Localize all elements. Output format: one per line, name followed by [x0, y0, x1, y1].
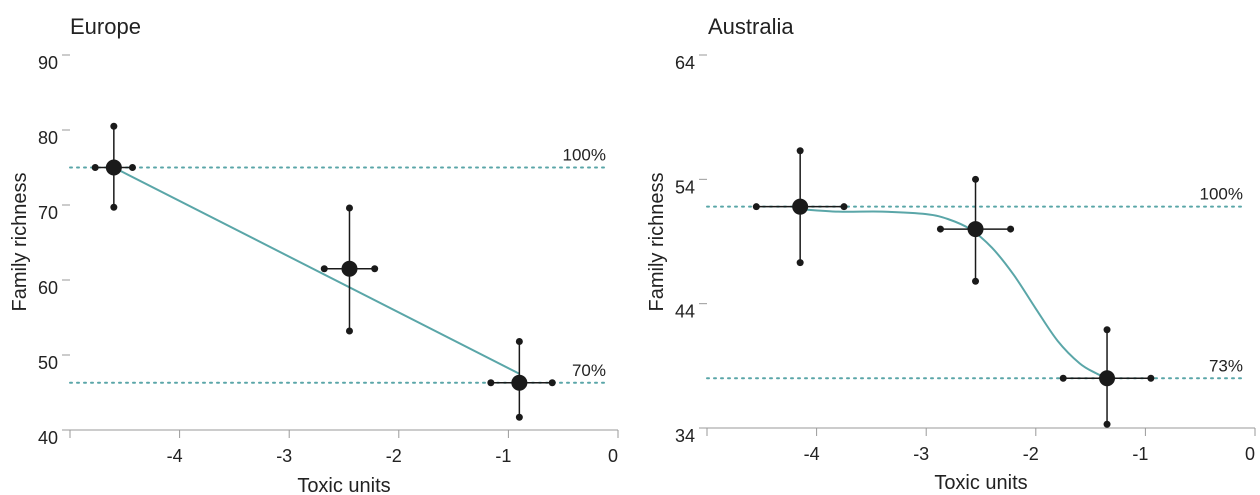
x-tick-label: -3 — [913, 444, 929, 464]
y-axis-label: Family richness — [9, 173, 31, 312]
y-axis-label: Family richness — [646, 173, 668, 312]
error-bar-end — [840, 203, 848, 211]
reference-line-label: 73% — [1209, 356, 1243, 375]
data-point — [105, 159, 122, 176]
y-tick-label: 90 — [38, 53, 58, 73]
error-bar-end — [1147, 374, 1155, 382]
data-point — [511, 374, 528, 391]
x-tick-label: -1 — [1132, 444, 1148, 464]
error-bar-end — [110, 122, 118, 130]
error-bar-end — [548, 379, 556, 387]
reference-line-label: 70% — [572, 361, 606, 380]
data-point — [967, 221, 984, 238]
reference-line-label: 100% — [1200, 185, 1243, 204]
error-bar-end — [1103, 326, 1111, 334]
error-bar-end — [320, 265, 328, 273]
chart-title: Australia — [708, 14, 794, 39]
error-bar-end — [515, 338, 523, 345]
error-bar-end — [1007, 225, 1015, 233]
error-bar-end — [972, 277, 980, 285]
x-tick-label: 0 — [1245, 444, 1255, 464]
europe-panel: Europe -4 -3 -2 -1 0 40 50 60 70 80 90 Toxic units Fa… — [9, 14, 619, 495]
x-tick-label: 0 — [608, 446, 618, 466]
chart-title: Europe — [70, 14, 141, 39]
error-bar-end — [91, 164, 99, 171]
error-bar-end — [345, 327, 353, 335]
fit-curve — [113, 166, 520, 375]
error-bar-end — [936, 225, 944, 233]
error-bar-end — [515, 413, 523, 421]
y-tick-label: 54 — [675, 177, 695, 197]
error-bar-end — [110, 203, 118, 211]
y-tick-label: 40 — [38, 428, 58, 448]
x-tick-label: -2 — [1023, 444, 1039, 464]
error-bar-end — [1059, 374, 1067, 382]
x-tick-label: -4 — [804, 444, 820, 464]
y-tick-label: 44 — [675, 302, 695, 322]
x-axis-label: Toxic units — [934, 472, 1027, 494]
error-bar-end — [1103, 420, 1111, 428]
data-point — [1099, 370, 1116, 387]
error-bar-end — [972, 175, 980, 183]
fit-curve — [800, 208, 1108, 380]
y-tick-label: 34 — [675, 426, 695, 446]
x-tick-label: -3 — [276, 446, 292, 466]
x-tick-label: -4 — [167, 446, 183, 466]
y-tick-label: 80 — [38, 128, 58, 148]
error-bar-end — [371, 265, 379, 273]
y-tick-label: 50 — [38, 353, 58, 373]
x-tick-label: -2 — [386, 446, 402, 466]
error-bar-end — [345, 204, 353, 212]
error-bar-end — [487, 379, 495, 387]
data-point — [341, 260, 358, 277]
reference-line-label: 100% — [563, 146, 606, 165]
australia-panel: Australia -4 -3 -2 -1 0 34 44 54 64 Toxic units Fam… — [646, 14, 1256, 494]
error-bar-end — [752, 203, 760, 211]
y-tick-label: 60 — [38, 278, 58, 298]
data-point — [792, 198, 809, 215]
error-bar-end — [796, 147, 804, 155]
y-tick-label: 70 — [38, 203, 58, 223]
x-tick-label: -1 — [495, 446, 511, 466]
x-axis-label: Toxic units — [297, 475, 390, 495]
error-bar-end — [128, 164, 136, 171]
y-tick-label: 64 — [675, 53, 695, 73]
error-bar-end — [796, 259, 804, 267]
